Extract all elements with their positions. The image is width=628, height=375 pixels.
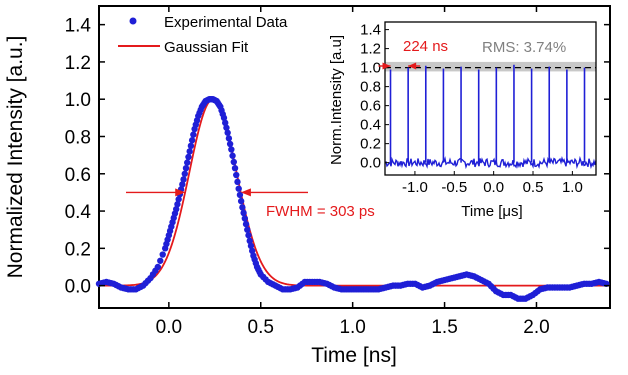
data-point-interp [174, 201, 181, 208]
data-point-interp [245, 232, 252, 239]
data-point-interp [244, 226, 251, 233]
main-x-tick-label: 1.5 [431, 317, 457, 338]
main-y-tick-label: 0.2 [65, 239, 91, 260]
main-x-tick-label: 2.0 [523, 317, 549, 338]
data-point [228, 146, 235, 153]
legend-label-experimental: Experimental Data [164, 14, 288, 31]
data-point [239, 204, 246, 211]
main-x-tick-label: 0.0 [156, 317, 182, 338]
inset-y-tick-label: 0.2 [360, 136, 381, 153]
inset-chart: -1.0 -0.5 0.0 0.5 1.0 0.0 0.2 0.4 0.6 0.8 1.0 1.2 1… [328, 17, 598, 220]
data-point [220, 114, 228, 122]
data-point [246, 237, 253, 245]
data-point [184, 159, 191, 166]
data-point-interp [182, 164, 190, 172]
inset-x-tick-label: 0.0 [483, 179, 504, 196]
inset-x-axis-label: Time [μs] [461, 203, 522, 220]
data-point-interp [179, 181, 186, 188]
data-point [180, 176, 187, 183]
inset-x-tick-label: -0.5 [441, 179, 467, 196]
data-point-interp [222, 119, 229, 127]
data-point-interp [159, 251, 166, 258]
inset-x-tick-label: 0.5 [523, 179, 544, 196]
noise-path [384, 155, 597, 170]
main-plot-frame [98, 5, 611, 309]
inset-y-tick-label: 1.2 [360, 41, 381, 58]
main-y-tick-label: 0.0 [65, 277, 91, 298]
fwhm-label: FWHM = 303 ps [266, 203, 375, 220]
main-y-tick-label: 0.8 [65, 127, 91, 148]
main-y-ticks: 0.0 0.2 0.4 0.6 0.8 1.0 1.2 1.4 [65, 16, 610, 298]
fwhm-annotation [126, 188, 308, 197]
main-y-axis-label: Normalized Intensity [a.u.] [4, 36, 27, 279]
data-point-interp [233, 171, 240, 179]
main-y-tick-label: 0.6 [65, 165, 91, 186]
main-x-tick-label: 1.0 [339, 317, 365, 338]
inset-y-tick-label: 0.8 [360, 79, 381, 96]
gaussian-fit-line [99, 98, 610, 287]
inset-x-tick-label: -1.0 [402, 179, 428, 196]
data-point-interp [185, 153, 192, 161]
main-x-tick-label: 0.5 [248, 317, 274, 338]
main-y-tick-label: 1.0 [65, 90, 91, 111]
legend-label-fit: Gaussian Fit [164, 39, 249, 56]
inset-x-tick-label: 1.0 [562, 179, 583, 196]
inset-pulse-train [389, 64, 586, 163]
data-point-interp [241, 215, 249, 222]
data-point-interp [240, 209, 247, 217]
inset-plot-frame [384, 21, 597, 176]
data-point-interp [188, 137, 196, 144]
data-point-interp [175, 196, 182, 203]
data-point-interp [226, 140, 234, 148]
inset-y-axis-label: Norm.Intensity [a.u] [328, 35, 345, 165]
data-point-interp [181, 170, 188, 177]
data-point [235, 185, 242, 192]
inset-y-tick-label: 1.4 [360, 22, 381, 39]
data-point-interp [248, 247, 256, 255]
gaussian-fit-path [99, 98, 610, 287]
data-point-interp [190, 131, 197, 138]
data-point-interp [229, 152, 236, 159]
period-arrowhead-left [382, 62, 391, 70]
data-point-interp [236, 191, 244, 199]
main-legend: Experimental Data Gaussian Fit [118, 14, 288, 56]
data-point-interp [237, 197, 245, 205]
inset-noise-baseline [384, 155, 597, 170]
data-point [173, 205, 180, 213]
main-y-tick-label: 0.4 [65, 202, 92, 223]
period-annotation [378, 62, 421, 70]
period-arrowhead-right [408, 62, 417, 70]
data-point [154, 263, 162, 271]
data-point [242, 220, 250, 228]
inset-x-ticks: -1.0 -0.5 0.0 0.5 1.0 [402, 171, 583, 196]
inset-y-tick-label: 0.6 [360, 98, 381, 115]
inset-y-ticks: 0.0 0.2 0.4 0.6 0.8 1.0 1.2 1.4 [360, 22, 389, 172]
data-point-interp [157, 257, 164, 264]
legend-marker-experimental [129, 17, 137, 25]
period-label: 224 ns [403, 38, 448, 55]
main-x-axis-label: Time [ns] [311, 344, 397, 367]
main-chart: 0.0 0.5 1.0 1.5 2.0 0.0 0.2 0.4 0.6 0.8 1.0 1.2 1.4… [4, 5, 611, 367]
main-y-tick-label: 1.2 [65, 53, 91, 74]
data-point [224, 129, 231, 136]
main-x-ticks: 0.0 0.5 1.0 1.5 2.0 [156, 6, 550, 338]
data-point-interp [234, 178, 241, 186]
inset-y-tick-label: 1.0 [360, 60, 381, 77]
data-point-interp [247, 242, 255, 250]
data-point-interp [225, 135, 233, 142]
data-point [231, 164, 239, 172]
inset-y-tick-label: 0.4 [360, 117, 381, 134]
data-point-interp [223, 124, 230, 131]
data-point-interp [230, 158, 237, 166]
data-point [187, 142, 195, 150]
fwhm-arrowhead-left [175, 188, 186, 197]
inset-y-tick-label: 0.0 [360, 155, 381, 172]
main-y-tick-label: 1.4 [65, 16, 92, 37]
data-point-interp [186, 148, 193, 155]
fwhm-arrowhead-right [240, 188, 251, 197]
rms-label: RMS: 3.74% [482, 39, 566, 56]
rms-band [385, 61, 596, 72]
